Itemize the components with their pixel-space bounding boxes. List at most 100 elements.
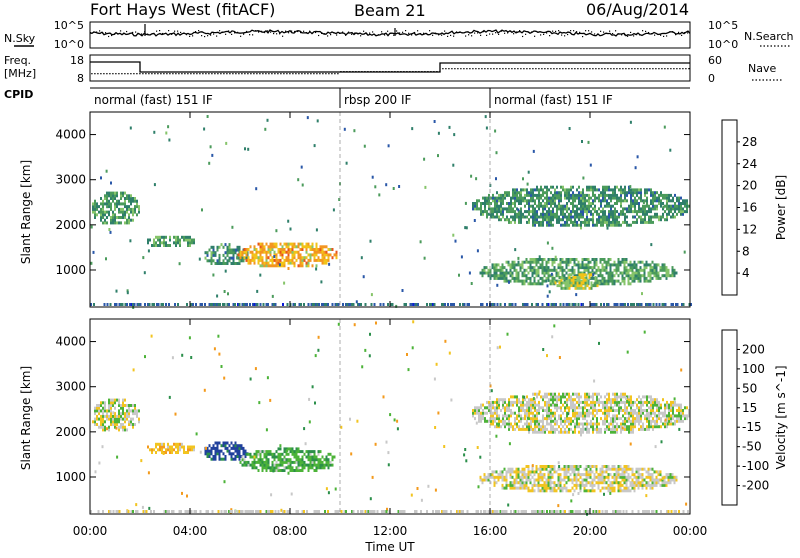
- heatmap-cell: [500, 210, 502, 213]
- heatmap-cell: [92, 420, 94, 423]
- heatmap-cell: [608, 487, 610, 490]
- heatmap-cell: [286, 259, 288, 262]
- heatmap-cell: [630, 263, 632, 266]
- heatmap-cell: [502, 487, 504, 490]
- heatmap-cell: [486, 213, 488, 216]
- heatmap-cell: [284, 456, 286, 459]
- heatmap-cell: [516, 404, 518, 407]
- heatmap-cell: [326, 456, 328, 459]
- nave-point: [517, 68, 518, 69]
- heatmap-cell: [512, 207, 514, 210]
- heatmap-cell: [606, 280, 608, 283]
- heatmap-cell: [546, 468, 548, 471]
- heatmap-cell: [562, 218, 564, 221]
- heatmap-cell: [104, 202, 106, 205]
- nsearch-point: [444, 31, 445, 32]
- heatmap-cell: [524, 269, 526, 272]
- heatmap-cell: [175, 236, 177, 239]
- heatmap-cell: [656, 277, 658, 280]
- heatmap-cell: [610, 481, 612, 484]
- heatmap-cell: [624, 428, 626, 431]
- heatmap-cell: [622, 468, 624, 471]
- heatmap-cell: [602, 186, 604, 189]
- heatmap-cell: [624, 425, 626, 428]
- heatmap-cell: [599, 281, 601, 284]
- heatmap-cell: [524, 199, 526, 202]
- heatmap-cell: [482, 210, 484, 213]
- heatmap-cell: [612, 393, 614, 396]
- heatmap-cell: [614, 213, 616, 216]
- heatmap-cell: [666, 414, 668, 417]
- ground-scatter-cell: [204, 303, 206, 306]
- heatmap-cell: [469, 272, 471, 275]
- ground-scatter-cell: [107, 303, 109, 306]
- heatmap-cell: [225, 442, 227, 445]
- heatmap-cell: [630, 191, 632, 194]
- heatmap-cell: [116, 399, 118, 402]
- heatmap-cell: [120, 407, 122, 410]
- heatmap-cell: [630, 401, 632, 404]
- heatmap-cell: [526, 481, 528, 484]
- heatmap-cell: [558, 218, 560, 221]
- heatmap-cell: [574, 197, 576, 200]
- heatmap-cell: [674, 274, 676, 277]
- nave-point: [457, 68, 458, 69]
- heatmap-cell: [177, 446, 179, 449]
- heatmap-cell: [568, 468, 570, 471]
- heatmap-cell: [155, 244, 157, 247]
- heatmap-cell: [666, 404, 668, 407]
- heatmap-cell: [189, 236, 191, 239]
- heatmap-cell: [502, 213, 504, 216]
- heatmap-cell: [616, 224, 618, 227]
- heatmap-cell: [630, 207, 632, 210]
- heatmap-cell: [219, 455, 221, 458]
- heatmap-cell: [569, 276, 571, 279]
- heatmap-cell: [542, 188, 544, 191]
- heatmap-cell: [250, 464, 252, 467]
- nsearch-point: [624, 34, 625, 35]
- heatmap-cell: [640, 199, 642, 202]
- nave-point: [562, 68, 563, 69]
- heatmap-cell: [274, 464, 276, 467]
- heatmap-cell: [278, 456, 280, 459]
- heatmap-cell: [550, 210, 552, 213]
- heatmap-cell: [642, 274, 644, 277]
- heatmap-cell: [684, 406, 686, 409]
- heatmap-cell: [268, 458, 270, 461]
- heatmap-cell: [626, 406, 628, 409]
- heatmap-cell: [610, 216, 612, 219]
- heatmap-cell: [626, 221, 628, 224]
- heatmap-cell: [596, 476, 598, 479]
- nsearch-point: [564, 35, 565, 36]
- heatmap-cell: [568, 470, 570, 473]
- heatmap-cell: [492, 423, 494, 426]
- heatmap-cell: [628, 431, 630, 434]
- nave-point: [637, 68, 638, 69]
- heatmap-cell: [604, 479, 606, 482]
- heatmap-cell: [526, 476, 528, 479]
- heatmap-cell: [235, 262, 237, 265]
- heatmap-cell: [518, 280, 520, 283]
- heatmap-cell: [581, 281, 583, 284]
- heatmap-cell: [122, 404, 124, 407]
- ground-scatter-cell: [275, 303, 277, 306]
- nsearch-point: [468, 34, 469, 35]
- heatmap-cell: [550, 409, 552, 412]
- heatmap-cell: [283, 282, 285, 285]
- heatmap-cell: [592, 487, 594, 490]
- heatmap-cell: [612, 398, 614, 401]
- nsearch-point: [483, 31, 484, 32]
- ground-scatter-cell: [287, 303, 289, 306]
- heatmap-cell: [258, 450, 260, 453]
- heatmap-cell: [288, 458, 290, 461]
- heatmap-cell: [634, 199, 636, 202]
- heatmap-cell: [233, 249, 235, 252]
- heatmap-cell: [508, 205, 510, 208]
- heatmap-cell: [112, 219, 114, 222]
- heatmap-cell: [494, 425, 496, 428]
- heatmap-cell: [670, 423, 672, 426]
- heatmap-cell: [628, 465, 630, 468]
- heatmap-cell: [310, 259, 312, 262]
- nave-point: [118, 73, 119, 74]
- nave-point: [502, 68, 503, 69]
